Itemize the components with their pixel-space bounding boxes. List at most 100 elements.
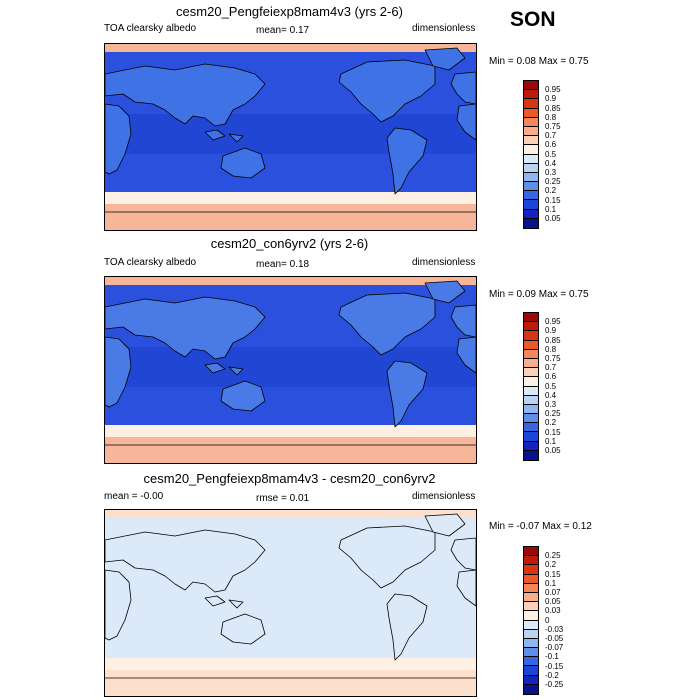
colorbar-label: -0.03 — [545, 624, 564, 634]
colorbar-swatch — [524, 565, 538, 575]
panel-3-minmax: Min = -0.07 Max = 0.12 — [489, 521, 592, 532]
colorbar-swatch — [524, 432, 538, 442]
colorbar-label: 0.15 — [545, 427, 561, 437]
panel-3-rmse: rmse = 0.01 — [256, 493, 310, 504]
panel-3-map — [104, 509, 477, 697]
colorbar-label: 0.7 — [545, 363, 557, 373]
southern-ocean-band — [105, 425, 476, 437]
colorbar-swatch — [524, 666, 538, 676]
continent-outline — [424, 47, 466, 71]
colorbar-swatch — [524, 163, 538, 173]
colorbar-label: 0.3 — [545, 168, 557, 177]
colorbar-label: -0.1 — [545, 652, 559, 662]
colorbar-label: 0.6 — [545, 372, 557, 382]
continent-outline — [450, 537, 476, 571]
colorbar-label: 0.9 — [545, 94, 557, 104]
colorbar-label: 0.8 — [545, 344, 557, 354]
panel-1-colorbar — [523, 80, 539, 229]
colorbar-swatch — [524, 368, 538, 378]
colorbar-swatch — [524, 358, 538, 369]
colorbar-swatch — [524, 638, 538, 649]
colorbar-label: 0.15 — [545, 195, 561, 205]
colorbar-swatch — [524, 648, 538, 658]
panel-2-variable: TOA clearsky albedo — [104, 257, 197, 268]
colorbar-label: 0.25 — [545, 177, 561, 187]
continent-outline — [338, 525, 436, 589]
panel-3-units: dimensionless — [412, 491, 476, 502]
colorbar-label: 0.5 — [545, 381, 557, 391]
panel-1-title: cesm20_Pengfeiexp8mam4v3 (yrs 2-6) — [176, 4, 403, 19]
colorbar-swatch — [524, 414, 538, 424]
continent-outline — [204, 362, 244, 376]
colorbar-swatch — [524, 684, 538, 694]
colorbar-swatch — [524, 657, 538, 667]
colorbar-swatch — [524, 313, 538, 323]
colorbar-swatch — [524, 191, 538, 201]
colorbar-label: 0.75 — [545, 122, 561, 131]
colorbar-swatch — [524, 81, 538, 91]
colorbar-label: 0.05 — [545, 446, 561, 455]
panel-1-units: dimensionless — [412, 23, 476, 34]
colorbar-label: 0.05 — [545, 597, 561, 607]
colorbar-label: -0.05 — [545, 634, 564, 643]
colorbar-label: 0.03 — [545, 606, 561, 616]
panel-2-units: dimensionless — [412, 257, 476, 268]
season-label: SON — [510, 8, 556, 31]
colorbar-swatch — [524, 450, 538, 460]
continent-outline — [105, 569, 132, 641]
panel-3-colorbar — [523, 546, 539, 695]
colorbar-label: 0.1 — [545, 436, 557, 446]
continent-outline — [220, 147, 266, 179]
colorbar-swatch — [524, 322, 538, 332]
colorbar-label: 0.7 — [545, 131, 557, 141]
panel-2-map — [104, 276, 477, 464]
southern-ocean-band — [105, 658, 476, 670]
colorbar-swatch — [524, 349, 538, 359]
panel-1-map — [104, 43, 477, 231]
continent-outline — [456, 336, 476, 374]
colorbar-label: 0.75 — [545, 354, 561, 363]
colorbar-swatch — [524, 592, 538, 603]
colorbar-label: 0.8 — [545, 112, 557, 122]
colorbar-label: 0.4 — [545, 158, 557, 168]
panel-2-mean: mean= 0.18 — [256, 259, 310, 270]
colorbar-label: 0.1 — [545, 204, 557, 214]
colorbar-label: 0.9 — [545, 326, 557, 336]
colorbar-swatch — [524, 99, 538, 109]
colorbar-label: 0.5 — [545, 149, 557, 159]
panel-3-title: cesm20_Pengfeiexp8mam4v3 - cesm20_con6yr… — [143, 471, 436, 486]
panel-3-mean: mean = -0.00 — [104, 491, 164, 502]
colorbar-label: 0.2 — [545, 186, 557, 196]
colorbar-swatch — [524, 218, 538, 228]
antarctica-field — [105, 670, 476, 696]
arctic-field — [105, 510, 476, 518]
colorbar-swatch — [524, 404, 538, 415]
colorbar-label: 0.95 — [545, 317, 561, 327]
continent-outline — [105, 529, 266, 593]
colorbar-label: 0 — [545, 615, 550, 625]
continent-outline — [105, 296, 266, 360]
colorbar-swatch — [524, 547, 538, 557]
antarctica-field — [105, 437, 476, 463]
colorbar-swatch — [524, 620, 538, 630]
colorbar-swatch — [524, 377, 538, 387]
colorbar-label: 0.2 — [545, 560, 557, 570]
colorbar-label: 0.85 — [545, 335, 561, 345]
panel-2-colorbar — [523, 312, 539, 461]
colorbar-swatch — [524, 172, 538, 183]
colorbar-swatch — [524, 441, 538, 451]
colorbar-swatch — [524, 126, 538, 137]
panel-1-mean: mean= 0.17 — [256, 25, 310, 36]
colorbar-swatch — [524, 556, 538, 566]
continent-outline — [204, 129, 244, 143]
colorbar-label: -0.2 — [545, 670, 559, 680]
panel-1-variable: TOA clearsky albedo — [104, 23, 197, 34]
panel-2-minmax: Min = 0.09 Max = 0.75 — [489, 289, 589, 300]
colorbar-label: 0.15 — [545, 569, 561, 579]
continent-outline — [105, 336, 132, 408]
arctic-field — [105, 277, 476, 285]
colorbar-label: -0.07 — [545, 643, 564, 653]
panel-2-title: cesm20_con6yrv2 (yrs 2-6) — [210, 236, 369, 251]
colorbar-swatch — [524, 423, 538, 433]
colorbar-label: 0.1 — [545, 578, 557, 588]
